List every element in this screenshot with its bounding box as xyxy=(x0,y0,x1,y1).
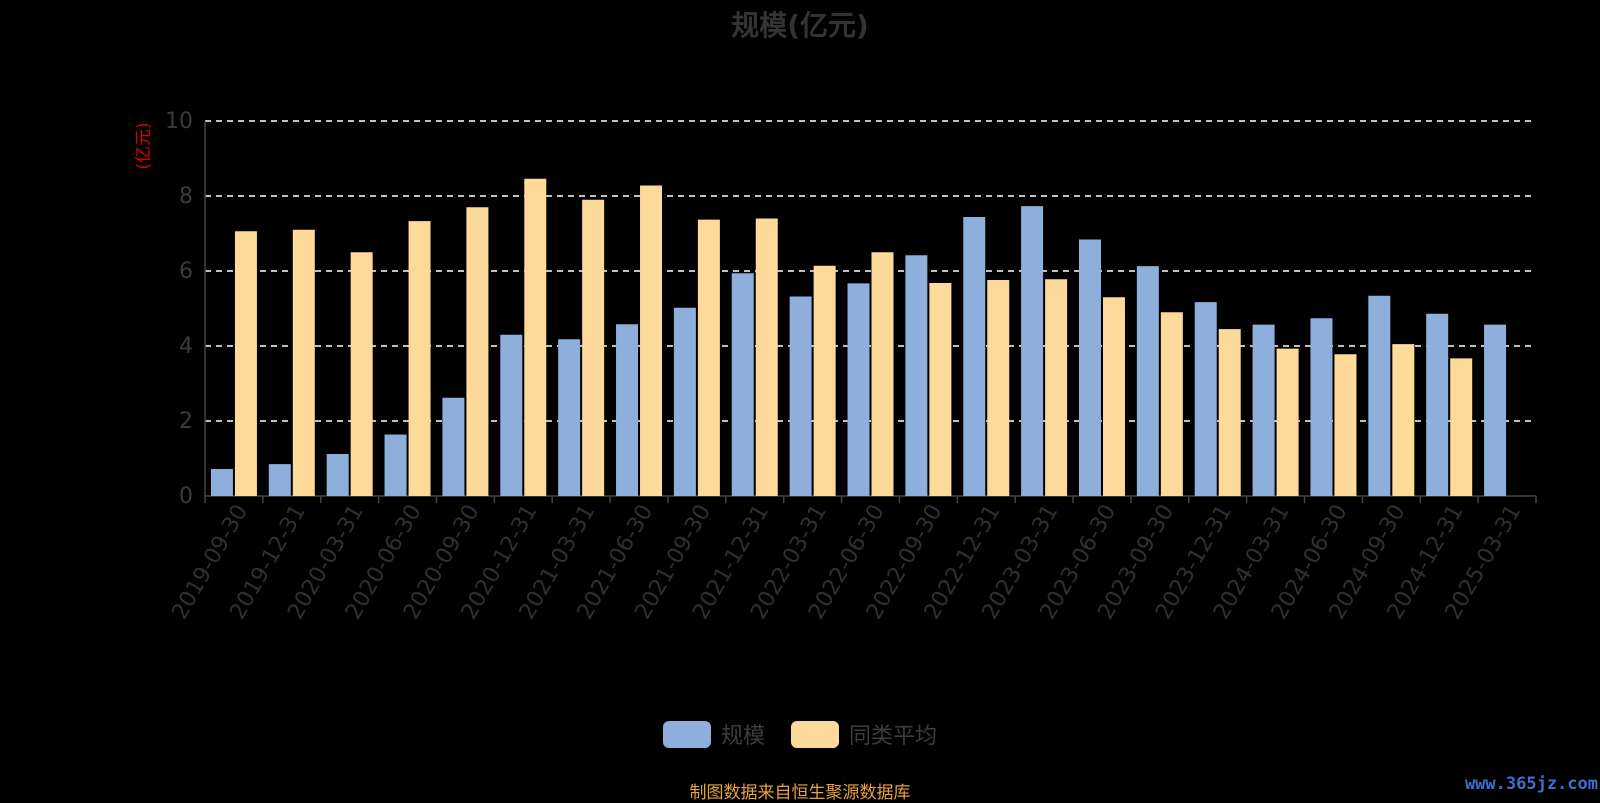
bar-average xyxy=(292,229,315,496)
bar-average xyxy=(755,218,778,496)
watermark: www.365jz.com xyxy=(1464,774,1598,794)
bar-scale xyxy=(500,334,523,496)
bar-scale xyxy=(1426,313,1449,496)
y-tick-label: 8 xyxy=(179,184,193,209)
bar-scale xyxy=(616,324,639,496)
bar-average xyxy=(466,207,489,496)
bar-average xyxy=(582,199,605,496)
bar-average xyxy=(697,219,720,496)
bar-scale xyxy=(1136,266,1159,496)
bar-average xyxy=(1102,297,1125,496)
bar-average xyxy=(640,185,663,496)
bar-average xyxy=(1218,329,1241,496)
bar-scale xyxy=(673,307,696,496)
source-note: 制图数据来自恒生聚源数据库 xyxy=(689,783,911,803)
bar-scale xyxy=(1484,324,1507,496)
y-axis-label: (亿元) xyxy=(134,122,154,169)
chart-title: 规模(亿元) xyxy=(731,9,869,42)
legend-swatch-scale xyxy=(662,720,711,748)
legend-item-average[interactable]: 同类平均 xyxy=(791,718,937,750)
bar-scale xyxy=(442,397,465,496)
bar-scale xyxy=(1194,302,1217,496)
bar-scale xyxy=(210,469,233,496)
bar-average xyxy=(1276,348,1299,496)
bar-scale xyxy=(558,339,581,496)
bar-scale xyxy=(963,217,986,496)
bar-average xyxy=(408,221,431,496)
bar-scale xyxy=(905,255,928,496)
bar-scale xyxy=(384,434,407,496)
bar-scale xyxy=(1021,206,1044,496)
bar-average xyxy=(813,265,836,496)
y-tick-label: 6 xyxy=(179,259,193,284)
bar-scale xyxy=(1368,295,1391,496)
y-tick-label: 4 xyxy=(179,334,193,359)
legend-label-average: 同类平均 xyxy=(849,724,938,749)
bar-scale xyxy=(789,296,812,496)
y-tick-label: 10 xyxy=(165,109,193,134)
legend-swatch-average xyxy=(791,720,839,748)
bar-scale xyxy=(1078,239,1101,496)
bar-scale xyxy=(268,464,291,496)
y-tick-label: 0 xyxy=(179,484,193,509)
bar-average xyxy=(929,283,952,496)
bar-average xyxy=(987,280,1010,496)
bar-scale xyxy=(1310,318,1333,496)
bar-scale xyxy=(731,273,754,496)
bar-average xyxy=(1392,344,1415,496)
bar-average xyxy=(1160,312,1183,496)
bar-scale xyxy=(1252,324,1275,496)
bar-average xyxy=(524,178,547,496)
legend-label-scale: 规模 xyxy=(720,724,765,749)
bar-average xyxy=(350,252,373,496)
bar-average xyxy=(234,231,257,496)
bar-average xyxy=(871,252,894,496)
bar-average xyxy=(1045,279,1068,496)
y-tick-label: 2 xyxy=(179,409,193,434)
bar-scale xyxy=(326,454,349,496)
bar-scale xyxy=(847,283,870,496)
legend: 规模 同类平均 xyxy=(0,718,1600,750)
bar-average xyxy=(1334,354,1357,496)
bar-average xyxy=(1450,358,1473,496)
legend-item-scale[interactable]: 规模 xyxy=(662,718,765,750)
